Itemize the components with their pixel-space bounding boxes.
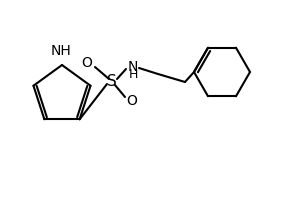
Text: NH: NH	[51, 44, 71, 58]
Text: H: H	[128, 68, 138, 80]
Text: N: N	[128, 60, 138, 74]
Text: O: O	[127, 94, 137, 108]
Text: S: S	[107, 74, 117, 90]
Text: O: O	[82, 56, 92, 70]
